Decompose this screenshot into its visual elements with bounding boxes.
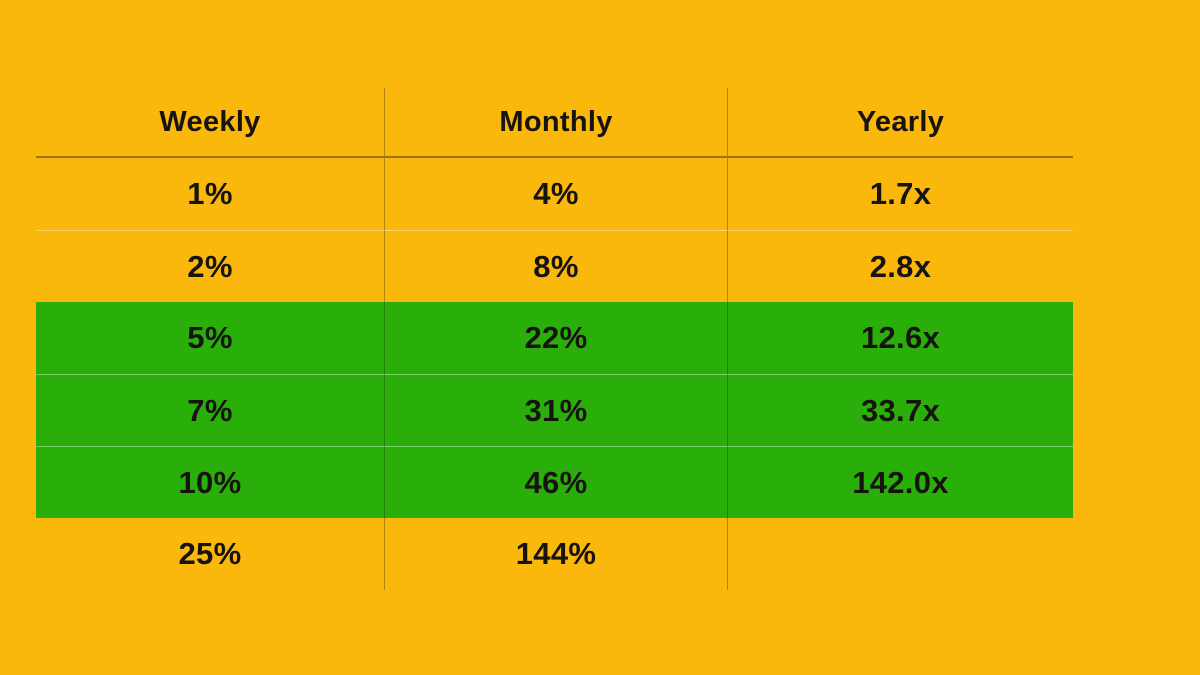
cell-yearly-row5: 142.0x [727,446,1073,518]
cell-weekly-row5: 10% [36,446,384,518]
cell-yearly-row4: 33.7x [727,374,1073,446]
cell-monthly-row5: 46% [384,446,727,518]
column-header-yearly: Yearly [727,88,1073,158]
cell-monthly-row3: 22% [384,302,727,374]
cell-monthly-row6: 144% [384,518,727,590]
cell-weekly-row4: 7% [36,374,384,446]
cell-monthly-row2: 8% [384,230,727,302]
cell-weekly-row1: 1% [187,176,233,211]
column-header-monthly: Monthly [384,88,727,158]
cell-weekly-row2: 2% [36,230,384,302]
column-header-weekly: Weekly [36,88,384,158]
cell-monthly-row4: 31% [384,374,727,446]
cell-yearly-row6 [727,518,1073,590]
cell-weekly-row6: 25% [178,536,242,571]
cell-yearly-row1: 1.7x [727,158,1073,230]
cell-yearly-row2: 2.8x [727,230,1073,302]
returns-table: Weekly Monthly Yearly 1% 4% 1.7x 2% 8% 2… [36,88,1073,590]
cell-yearly-row3: 12.6x [727,302,1073,374]
cell-monthly-row1: 4% [384,158,727,230]
cell-weekly-row3: 5% [36,302,384,374]
